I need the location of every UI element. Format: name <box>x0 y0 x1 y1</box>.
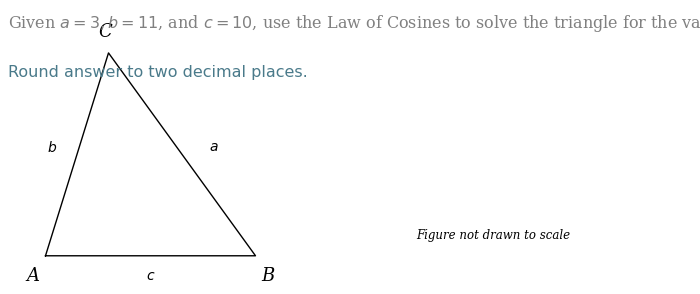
Text: B: B <box>262 267 274 285</box>
Text: C: C <box>98 23 112 41</box>
Text: $c$: $c$ <box>146 269 155 283</box>
Text: A: A <box>27 267 39 285</box>
Text: Given $a = 3, b = 11$, and $c = 10$, use the Law of Cosines to solve the triangl: Given $a = 3, b = 11$, and $c = 10$, use… <box>8 13 700 34</box>
Text: $b$: $b$ <box>48 139 57 155</box>
Text: Figure not drawn to scale: Figure not drawn to scale <box>416 229 570 242</box>
Text: $a$: $a$ <box>209 140 218 154</box>
Text: Round answer to two decimal places.: Round answer to two decimal places. <box>8 65 308 80</box>
